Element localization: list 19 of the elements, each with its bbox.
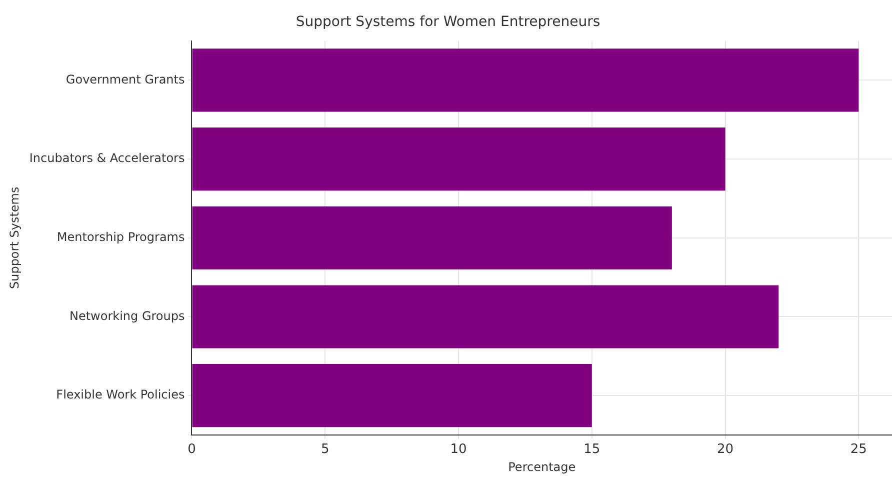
- y-tick-label: Government Grants: [66, 72, 185, 86]
- x-tick-label: 5: [320, 442, 330, 458]
- bar: [192, 128, 726, 191]
- x-axis-title: Percentage: [508, 460, 576, 474]
- x-tick-label: 0: [188, 442, 196, 458]
- chart-title: Support Systems for Women Entrepreneurs: [296, 14, 600, 30]
- bar: [192, 48, 859, 112]
- y-tick-label: Networking Groups: [69, 308, 185, 323]
- y-tick-label: Mentorship Programs: [56, 230, 185, 244]
- x-tick-label: 25: [850, 442, 867, 458]
- x-tick-label: 20: [717, 442, 734, 458]
- bar: [192, 364, 592, 428]
- bar: [192, 206, 672, 270]
- x-tick-label: 10: [450, 442, 467, 458]
- x-tick-label: 15: [584, 442, 600, 458]
- y-axis-title: Support Systems: [7, 186, 22, 290]
- bar: [192, 285, 779, 348]
- y-tick-label: Incubators & Accelerators: [29, 151, 185, 166]
- y-tick-label: Flexible Work Policies: [56, 388, 185, 402]
